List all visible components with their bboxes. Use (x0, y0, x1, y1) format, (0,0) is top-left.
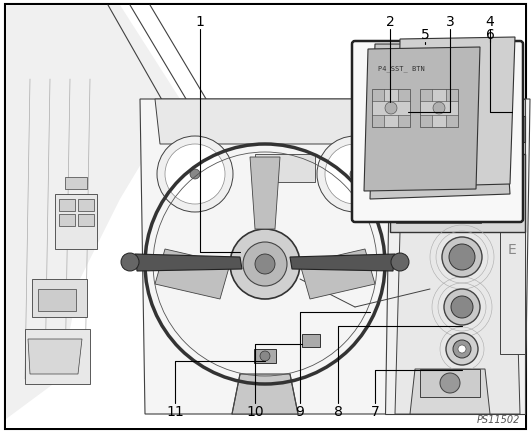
Circle shape (190, 170, 200, 180)
Circle shape (260, 351, 270, 361)
Circle shape (385, 103, 397, 115)
Bar (78, 214, 94, 227)
Text: 3: 3 (446, 15, 455, 29)
Polygon shape (140, 100, 530, 414)
Bar (446, 115, 454, 145)
Bar (482, 115, 490, 145)
Circle shape (446, 333, 478, 365)
Circle shape (121, 253, 139, 271)
Circle shape (243, 243, 287, 286)
Text: 4: 4 (486, 15, 494, 29)
Polygon shape (290, 254, 395, 271)
Circle shape (325, 145, 385, 204)
Circle shape (230, 230, 300, 299)
Polygon shape (28, 339, 82, 374)
Circle shape (458, 345, 466, 353)
FancyBboxPatch shape (352, 42, 523, 223)
Text: E: E (508, 243, 516, 256)
Bar (372, 90, 410, 128)
Bar (420, 369, 480, 397)
Text: 10: 10 (246, 404, 264, 418)
Circle shape (444, 289, 480, 325)
Circle shape (442, 237, 482, 277)
Circle shape (433, 103, 445, 115)
Polygon shape (6, 6, 180, 419)
Bar (488, 164, 518, 178)
Circle shape (157, 137, 233, 213)
Text: PS11502: PS11502 (477, 414, 520, 424)
Polygon shape (300, 250, 375, 299)
Text: 9: 9 (296, 404, 304, 418)
Bar (302, 334, 320, 347)
Bar (432, 90, 446, 128)
Polygon shape (410, 369, 490, 414)
Bar (384, 90, 398, 128)
Polygon shape (135, 254, 242, 271)
Text: 8: 8 (333, 404, 342, 418)
Bar (500, 155, 525, 354)
Bar (255, 155, 315, 183)
Bar (25, 329, 90, 384)
Polygon shape (395, 233, 520, 414)
Bar (372, 102, 410, 116)
Bar (398, 115, 406, 145)
Polygon shape (364, 48, 480, 191)
Bar (254, 349, 276, 363)
Bar (390, 155, 525, 233)
Bar (470, 115, 478, 145)
Bar (420, 102, 458, 116)
Bar (458, 115, 466, 145)
Polygon shape (250, 158, 280, 230)
Text: 7: 7 (371, 404, 379, 418)
Polygon shape (155, 100, 390, 145)
Circle shape (451, 296, 473, 318)
Bar (488, 184, 518, 198)
Bar (55, 194, 97, 250)
Polygon shape (398, 38, 515, 187)
Text: 2: 2 (386, 15, 395, 29)
Circle shape (165, 145, 225, 204)
Circle shape (317, 137, 393, 213)
Circle shape (453, 340, 471, 358)
Text: 11: 11 (166, 404, 184, 418)
Circle shape (449, 244, 475, 270)
Bar (396, 161, 481, 224)
Bar (488, 204, 518, 218)
Bar (32, 279, 87, 317)
Bar (434, 115, 442, 145)
Polygon shape (370, 45, 510, 200)
Polygon shape (385, 100, 525, 414)
Bar (390, 117, 418, 143)
Polygon shape (232, 374, 298, 414)
Bar (494, 115, 502, 145)
Bar (422, 115, 430, 145)
Bar (78, 200, 94, 211)
Text: 5: 5 (421, 28, 430, 42)
Circle shape (440, 373, 460, 393)
Bar (38, 289, 76, 311)
Bar (65, 178, 87, 190)
Text: 1: 1 (195, 15, 204, 29)
Circle shape (255, 254, 275, 274)
Bar (59, 214, 75, 227)
Text: P4_SST_ BTN: P4_SST_ BTN (378, 65, 425, 72)
Bar (420, 90, 458, 128)
Bar (506, 115, 514, 145)
Bar (390, 105, 520, 155)
Circle shape (391, 253, 409, 271)
Bar (497, 117, 525, 143)
Circle shape (350, 170, 360, 180)
Bar (410, 115, 418, 145)
Text: 6: 6 (485, 28, 494, 42)
Bar (59, 200, 75, 211)
Polygon shape (155, 250, 230, 299)
